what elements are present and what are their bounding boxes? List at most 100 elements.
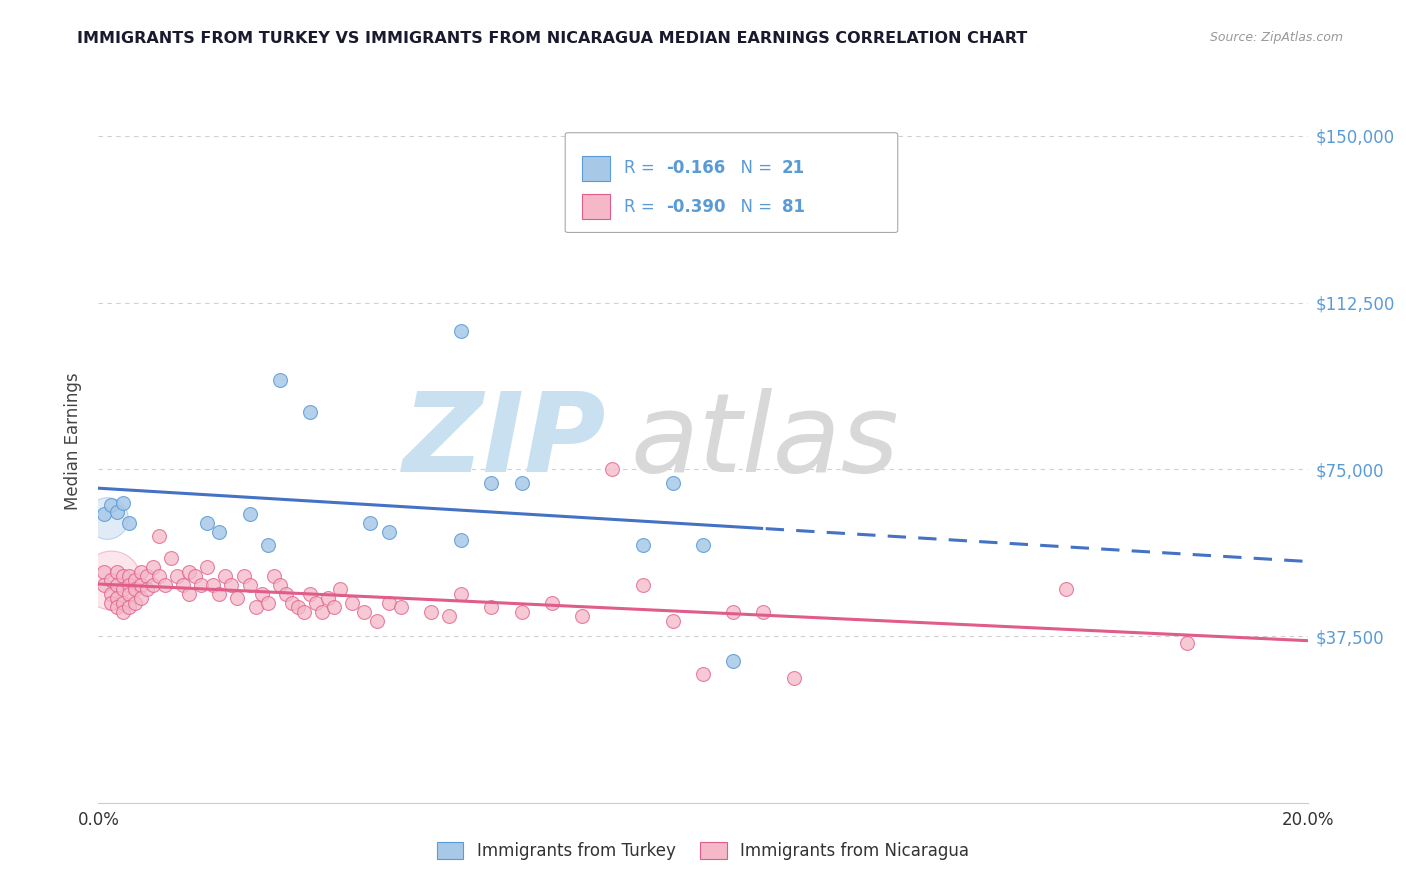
Point xyxy=(96,511,118,525)
Point xyxy=(135,582,157,597)
Point xyxy=(481,600,503,615)
Point xyxy=(661,614,683,628)
Point xyxy=(124,574,146,588)
Point xyxy=(263,569,285,583)
Point xyxy=(111,605,134,619)
Point xyxy=(692,666,714,681)
Point xyxy=(377,524,399,539)
Point xyxy=(118,578,141,592)
Point xyxy=(420,605,443,619)
Point xyxy=(179,587,201,601)
Point xyxy=(602,462,624,476)
Point xyxy=(100,574,122,588)
Point xyxy=(172,578,194,592)
Point xyxy=(179,565,201,579)
Point xyxy=(208,587,231,601)
Point xyxy=(360,516,382,530)
Text: N =: N = xyxy=(730,198,778,216)
Y-axis label: Median Earnings: Median Earnings xyxy=(65,373,83,510)
Point xyxy=(195,560,218,574)
Point xyxy=(510,475,533,490)
Point xyxy=(377,596,399,610)
Point xyxy=(540,596,562,610)
Text: R =: R = xyxy=(624,198,661,216)
Point xyxy=(723,653,745,667)
Point xyxy=(190,578,212,592)
Point xyxy=(323,600,346,615)
Point xyxy=(450,325,472,339)
Legend: Immigrants from Turkey, Immigrants from Nicaragua: Immigrants from Turkey, Immigrants from … xyxy=(430,835,976,867)
Text: -0.390: -0.390 xyxy=(666,198,725,216)
Point xyxy=(389,600,412,615)
Point xyxy=(510,605,533,619)
Point xyxy=(142,578,165,592)
Point xyxy=(148,529,170,543)
Point xyxy=(93,565,115,579)
Point xyxy=(299,587,322,601)
Point xyxy=(269,578,291,592)
Point xyxy=(118,600,141,615)
Point xyxy=(160,551,183,566)
Point xyxy=(481,475,503,490)
Point xyxy=(214,569,236,583)
Point xyxy=(239,578,262,592)
Point xyxy=(752,605,775,619)
Point xyxy=(105,505,128,519)
Text: ZIP: ZIP xyxy=(402,388,606,495)
Point xyxy=(256,596,278,610)
Text: atlas: atlas xyxy=(630,388,898,495)
Point xyxy=(118,569,141,583)
Point xyxy=(166,569,188,583)
Text: IMMIGRANTS FROM TURKEY VS IMMIGRANTS FROM NICARAGUA MEDIAN EARNINGS CORRELATION : IMMIGRANTS FROM TURKEY VS IMMIGRANTS FRO… xyxy=(77,31,1028,46)
Point xyxy=(437,609,460,624)
Point xyxy=(135,569,157,583)
Point xyxy=(571,609,593,624)
Point xyxy=(661,475,683,490)
Point xyxy=(93,578,115,592)
Point xyxy=(129,565,152,579)
Point xyxy=(100,587,122,601)
Point xyxy=(250,587,273,601)
Point xyxy=(287,600,309,615)
Point xyxy=(1175,636,1198,650)
Point xyxy=(124,582,146,597)
Text: Source: ZipAtlas.com: Source: ZipAtlas.com xyxy=(1209,31,1343,45)
Point xyxy=(299,404,322,418)
Point xyxy=(239,507,262,521)
Point xyxy=(311,605,333,619)
Point xyxy=(316,591,339,606)
Point xyxy=(342,596,364,610)
Point xyxy=(142,560,165,574)
Point xyxy=(111,496,134,510)
Text: -0.166: -0.166 xyxy=(666,159,725,178)
Point xyxy=(274,587,297,601)
Text: R =: R = xyxy=(624,159,661,178)
Point xyxy=(105,591,128,606)
Point xyxy=(269,373,291,387)
Point xyxy=(783,671,806,685)
Point xyxy=(202,578,225,592)
Point xyxy=(256,538,278,552)
Point xyxy=(118,587,141,601)
Point xyxy=(153,578,176,592)
Point xyxy=(281,596,304,610)
Point xyxy=(105,565,128,579)
Text: N =: N = xyxy=(730,159,778,178)
Text: 81: 81 xyxy=(782,198,804,216)
Point xyxy=(100,596,122,610)
Point xyxy=(148,569,170,583)
Point xyxy=(329,582,352,597)
Point xyxy=(124,596,146,610)
Point xyxy=(292,605,315,619)
Point xyxy=(118,516,141,530)
Point xyxy=(100,498,122,512)
Point xyxy=(366,614,388,628)
Point xyxy=(631,538,654,552)
Point xyxy=(353,605,375,619)
Point xyxy=(111,596,134,610)
Point xyxy=(1054,582,1077,597)
Point xyxy=(221,578,243,592)
Point xyxy=(111,582,134,597)
Point xyxy=(100,574,122,588)
Point xyxy=(232,569,254,583)
